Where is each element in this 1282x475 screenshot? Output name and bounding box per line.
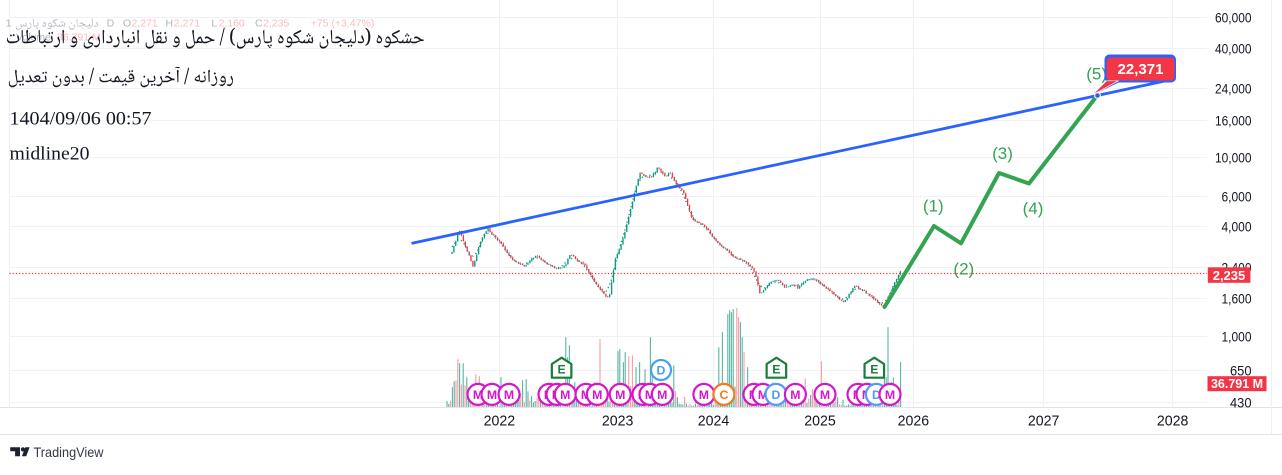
svg-text:D: D <box>872 388 881 402</box>
svg-text:16,000: 16,000 <box>1215 113 1252 129</box>
svg-text:M: M <box>473 388 483 402</box>
svg-text:6,000: 6,000 <box>1222 189 1252 205</box>
svg-text:M: M <box>504 388 514 402</box>
svg-text:2026: 2026 <box>898 413 930 430</box>
svg-text:(5): (5) <box>1086 64 1107 83</box>
svg-text:E: E <box>772 362 780 376</box>
svg-text:1,600: 1,600 <box>1222 291 1252 307</box>
svg-text:M: M <box>592 388 602 402</box>
svg-text:40,000: 40,000 <box>1215 41 1252 57</box>
svg-text:2023: 2023 <box>602 413 634 430</box>
svg-text:C: C <box>719 388 728 402</box>
svg-text:22,371: 22,371 <box>1118 61 1164 78</box>
svg-text:E: E <box>557 362 565 376</box>
svg-text:10,000: 10,000 <box>1215 150 1252 166</box>
svg-text:2024: 2024 <box>698 413 730 430</box>
svg-text:4,000: 4,000 <box>1222 219 1252 235</box>
svg-text:midline20: midline20 <box>10 144 90 165</box>
svg-text:1404/09/06 00:57: 1404/09/06 00:57 <box>10 109 152 130</box>
svg-text:M: M <box>657 388 667 402</box>
svg-text:60,000: 60,000 <box>1215 10 1252 26</box>
svg-text:24,000: 24,000 <box>1215 81 1252 97</box>
svg-text:1,000: 1,000 <box>1222 329 1252 345</box>
svg-text:M: M <box>615 388 625 402</box>
svg-text:E: E <box>870 362 878 376</box>
svg-text:M: M <box>487 388 497 402</box>
svg-text:2025: 2025 <box>804 413 836 430</box>
svg-text:M: M <box>699 388 709 402</box>
svg-text:D: D <box>657 364 666 378</box>
svg-text:(3): (3) <box>992 144 1013 163</box>
svg-text:2027: 2027 <box>1028 413 1060 430</box>
svg-text:36.791 M: 36.791 M <box>1211 377 1263 391</box>
svg-text:2028: 2028 <box>1157 413 1189 430</box>
svg-text:TradingView: TradingView <box>34 444 105 460</box>
svg-text:M: M <box>820 388 830 402</box>
svg-text:430: 430 <box>1230 395 1252 411</box>
svg-text:M: M <box>790 388 800 402</box>
svg-text:M: M <box>560 388 570 402</box>
svg-text:2022: 2022 <box>484 413 516 430</box>
svg-text:M: M <box>885 388 895 402</box>
svg-text:2,235: 2,235 <box>1213 268 1246 283</box>
svg-text:(2): (2) <box>953 260 974 279</box>
svg-text:650: 650 <box>1230 363 1252 379</box>
svg-text:M: M <box>645 388 655 402</box>
svg-text:(4): (4) <box>1023 199 1044 218</box>
svg-text:(1): (1) <box>923 196 944 215</box>
svg-text:M: M <box>758 388 768 402</box>
svg-text:D: D <box>772 388 781 402</box>
